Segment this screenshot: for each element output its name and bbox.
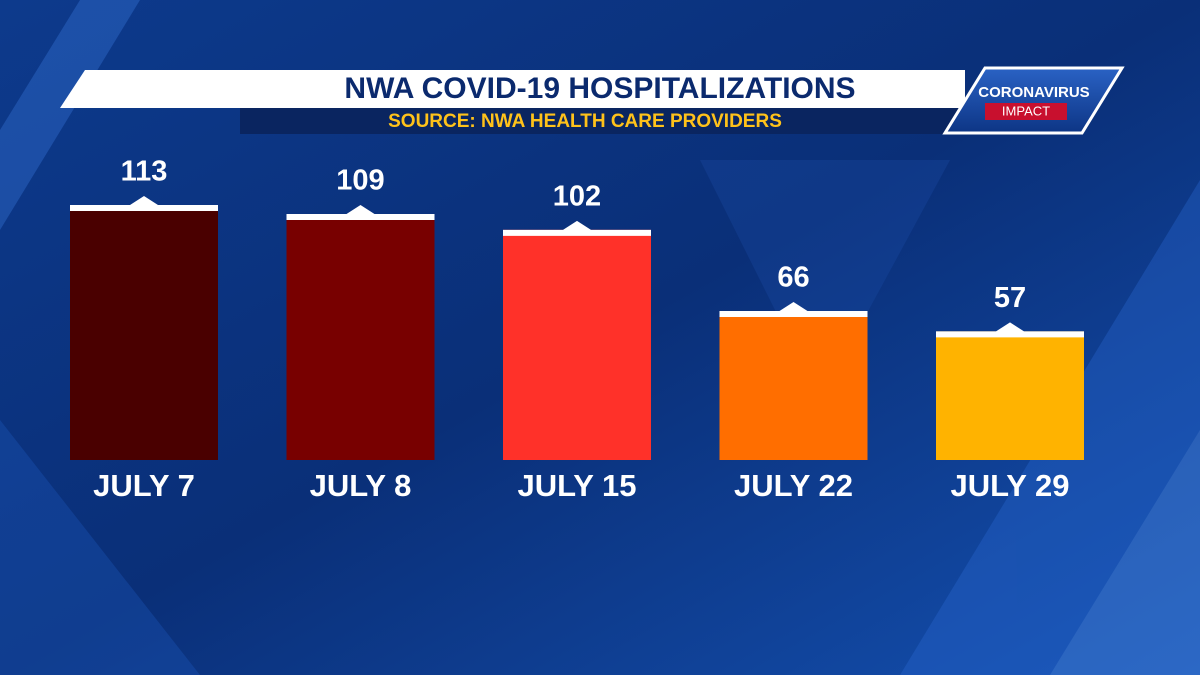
bar-cap (286, 205, 435, 221)
logo-badge (985, 103, 1067, 120)
logo-text: IMPACT (1002, 103, 1050, 118)
title-banner: NWA COVID-19 HOSPITALIZATIONS SOURCE: NW… (60, 70, 965, 134)
subtitle-bar (240, 108, 965, 134)
x-tick-label: JULY 29 (951, 468, 1070, 503)
value-label: 102 (553, 180, 601, 212)
bar (286, 214, 435, 460)
bar (503, 229, 651, 460)
bar (719, 311, 868, 460)
bar-cap (936, 322, 1084, 338)
title-bar (60, 70, 965, 108)
bar (936, 331, 1084, 460)
bar-cap (503, 220, 651, 236)
value-label: 66 (777, 262, 809, 294)
chart-subtitle: SOURCE: NWA HEALTH CARE PROVIDERS (388, 111, 782, 132)
bar (70, 205, 218, 460)
chart-title: NWA COVID-19 HOSPITALIZATIONS (344, 72, 855, 105)
bar-cap (70, 196, 218, 211)
value-label: 57 (994, 282, 1026, 314)
x-tick-label: JULY 15 (518, 468, 637, 503)
x-tick-label: JULY 7 (93, 468, 195, 503)
bar-cap (719, 302, 868, 318)
x-tick-label: JULY 8 (310, 468, 412, 503)
x-tick-label: JULY 22 (734, 468, 853, 503)
logo: CORONAVIRUS IMPACT (942, 66, 1125, 135)
value-label: 113 (121, 156, 168, 188)
plot-area: 113 JULY 7 109 JULY 8 102 JULY 15 66 JULY 22 57 J… (70, 156, 1084, 503)
value-label: 109 (336, 165, 384, 197)
logo-text: CORONAVIRUS (978, 84, 1089, 101)
